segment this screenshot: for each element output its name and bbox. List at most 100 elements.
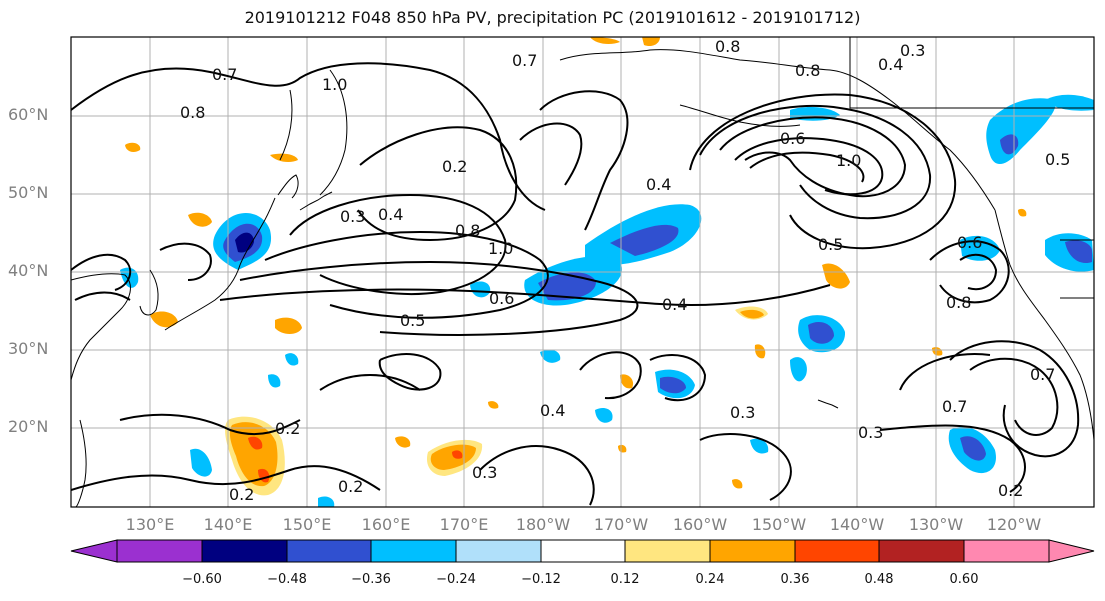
contour-label: 0.2 [442,157,467,176]
colorbar-tick-label: 0.48 [864,572,894,587]
lat-label: 20°N [8,417,49,436]
precip-patch [822,263,850,289]
colorbar-segment [370,539,457,563]
colorbar-segment [201,539,288,563]
contour-label: 0.5 [400,311,425,330]
contour-label: 0.3 [900,41,925,60]
precip-patch [610,224,679,256]
contour-label: 0.8 [795,61,820,80]
precip-patch [750,438,769,454]
contour-label: 0.6 [489,289,514,308]
contour-label: 0.8 [455,221,480,240]
colorbar-tick-label: 0.24 [695,572,725,587]
precip-patch [732,479,743,489]
border-lines [849,37,1094,299]
contour-label: 0.7 [942,397,967,416]
lon-label: 170°W [593,515,649,534]
precip-patch [538,272,596,301]
contour-label: 1.0 [836,151,861,170]
colorbar-tick-label: −0.12 [521,572,561,587]
precip-patch [1018,208,1027,217]
lon-label: 150°W [751,515,807,534]
colorbar-tick-label: −0.60 [182,572,222,587]
precip-patch [190,448,212,477]
contour-label: 0.6 [780,129,805,148]
colorbar-tick-label: 0.36 [780,572,810,587]
precip-patch [452,450,463,459]
coast-asia-mainland [71,273,131,381]
coast-philippines [75,419,87,507]
lon-label: 140°W [829,515,885,534]
colorbar-segment [286,539,372,563]
contour-label: 0.4 [878,55,903,74]
map-frame [70,36,1095,508]
contour-label: 0.5 [1045,150,1070,169]
precip-patch [960,436,986,461]
precip-patch [1045,94,1094,111]
lon-label: 120°W [986,515,1042,534]
colorbar-tick-label: −0.48 [267,572,307,587]
lon-label: 130°E [125,515,175,534]
colorbar-segment [624,539,711,563]
lat-label: 40°N [8,261,49,280]
lon-label: 160°W [672,515,728,534]
colorbar-segment [709,539,796,563]
precip-patch [754,344,766,359]
contour-label: 0.4 [378,205,403,224]
colorbar-extend-low [70,539,118,563]
precip-patch [270,153,298,163]
precip-patch [660,376,686,394]
lon-label: 140°E [203,515,253,534]
lat-lon-grid [71,37,1094,507]
contour-label: 0.4 [646,175,671,194]
colorbar-tick-label: −0.36 [351,572,391,587]
coast-kamchatka [279,69,348,196]
lon-label: 160°E [361,515,411,534]
lon-label: 180°W [515,515,571,534]
colorbar-segment [455,539,542,563]
lat-label: 60°N [8,105,49,124]
contour-label: 0.6 [957,233,982,252]
lon-label: 170°E [439,515,489,534]
contour-label: 0.3 [858,423,883,442]
precip-patch [808,322,834,344]
colorbar-segment [878,539,965,563]
contour-label: 0.3 [340,207,365,226]
contour-label: 0.2 [998,481,1023,500]
precip-patch [642,37,660,47]
precip-patch [488,401,499,409]
coast-korea [139,269,159,316]
contour-label: 0.3 [730,403,755,422]
precip-patch [430,444,476,470]
contour-label: 0.8 [715,37,740,56]
contour-label: 0.2 [275,419,300,438]
colorbar-extend-high [1048,539,1095,563]
contour-label: 0.3 [472,463,497,482]
contour-label: 1.0 [488,239,513,258]
precip-patch [620,374,634,389]
precip-patch [188,212,212,227]
colorbar-segment [963,539,1050,563]
colorbar-tick-label: 0.12 [610,572,640,587]
contour-label: 0.8 [946,293,971,312]
precip-patch [125,142,141,153]
contour-label: 0.4 [662,295,687,314]
coast-kuril [299,191,333,211]
map-title: 2019101212 F048 850 hPa PV, precipitatio… [244,8,861,27]
precip-patch [248,436,263,450]
precipitation-shading [120,37,1094,507]
colorbar-segment [116,539,203,563]
precip-patch [268,374,281,388]
coastlines [71,37,1094,507]
contour-label: 0.8 [180,103,205,122]
colorbar-tick-label: 0.60 [949,572,979,587]
contour-label: 1.0 [322,75,347,94]
coast-hawaii [817,399,839,409]
contour-label: 0.5 [818,235,843,254]
precip-patch [590,37,620,45]
precip-patch [618,444,627,453]
lon-label: 150°E [282,515,332,534]
contour-label: 0.7 [212,65,237,84]
coast-north-america-west [994,209,1094,441]
